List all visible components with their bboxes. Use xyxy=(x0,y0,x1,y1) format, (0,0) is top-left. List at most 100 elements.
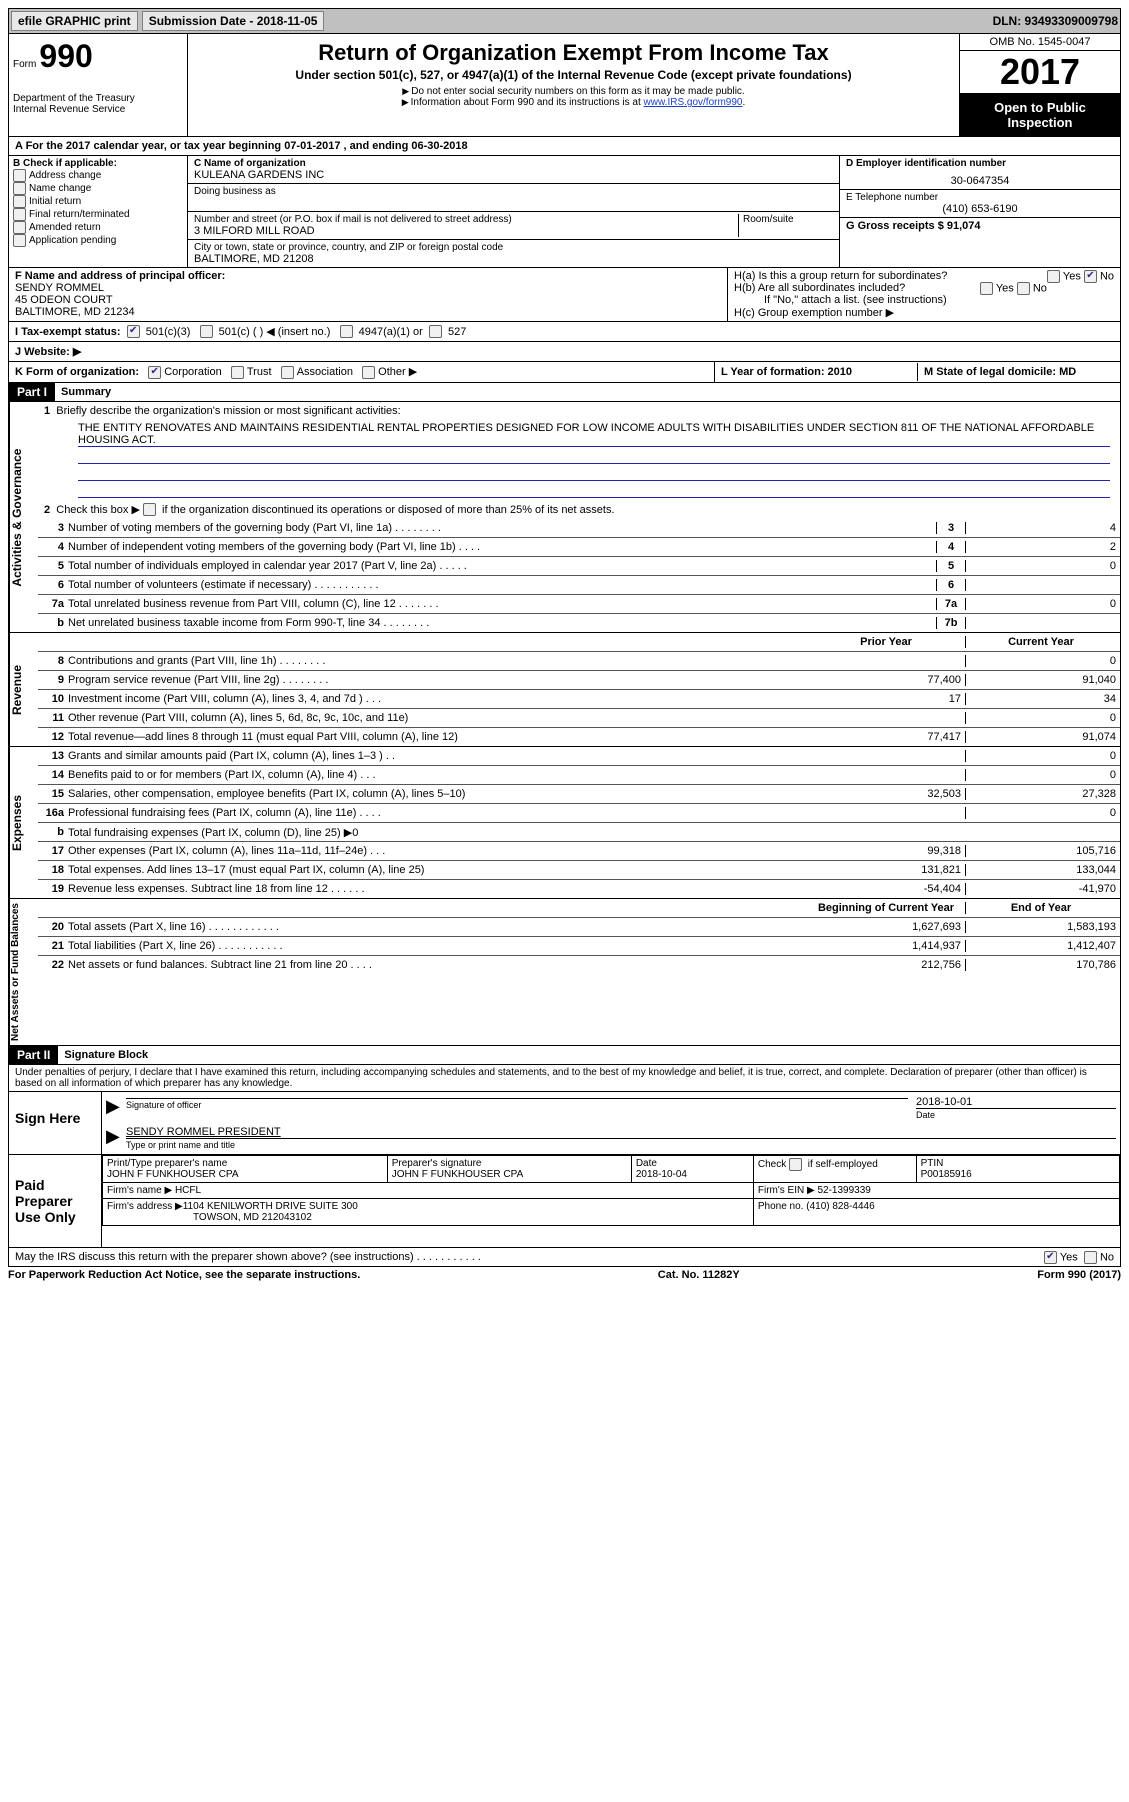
501c-checkbox[interactable] xyxy=(200,325,213,338)
option-checkbox[interactable] xyxy=(13,169,26,182)
form-header: Form 990 Department of the Treasury Inte… xyxy=(8,34,1121,137)
ha-yes-checkbox[interactable] xyxy=(1047,270,1060,283)
tax-year: 2017 xyxy=(960,51,1120,94)
irs-no-checkbox[interactable] xyxy=(1084,1251,1097,1264)
sign-date: 2018-10-01 xyxy=(916,1096,1116,1108)
org-name: KULEANA GARDENS INC xyxy=(194,169,833,181)
line-1-label: Briefly describe the organization's miss… xyxy=(56,405,400,417)
ha-no-checkbox[interactable] xyxy=(1084,270,1097,283)
irs-link[interactable]: www.IRS.gov/form990 xyxy=(644,97,743,108)
501c3-checkbox[interactable] xyxy=(127,325,140,338)
summary-line: 13Grants and similar amounts paid (Part … xyxy=(38,747,1120,766)
firm-addr-label: Firm's address ▶ xyxy=(107,1201,183,1212)
firm-phone: (410) 828-4446 xyxy=(806,1201,874,1212)
check-option: Name change xyxy=(13,182,183,195)
option-checkbox[interactable] xyxy=(13,234,26,247)
option-checkbox[interactable] xyxy=(13,208,26,221)
hb-note: If "No," attach a list. (see instruction… xyxy=(734,294,1114,306)
line-2-text: Check this box ▶ if the organization dis… xyxy=(56,504,614,516)
efile-print-button[interactable]: efile GRAPHIC print xyxy=(11,11,138,31)
officer-label: F Name and address of principal officer: xyxy=(15,270,225,282)
irs-yes-checkbox[interactable] xyxy=(1044,1251,1057,1264)
prep-sig: JOHN F FUNKHOUSER CPA xyxy=(392,1169,627,1180)
paperwork-notice: For Paperwork Reduction Act Notice, see … xyxy=(8,1269,360,1281)
paid-preparer-block: Paid Preparer Use Only Print/Type prepar… xyxy=(8,1155,1121,1248)
org-name-label: C Name of organization xyxy=(194,158,306,169)
corp-checkbox[interactable] xyxy=(148,366,161,379)
page-footer: For Paperwork Reduction Act Notice, see … xyxy=(8,1269,1121,1281)
self-employed-checkbox[interactable] xyxy=(789,1158,802,1171)
check-option: Initial return xyxy=(13,195,183,208)
prior-year-header: Prior Year xyxy=(811,636,965,648)
check-option: Address change xyxy=(13,169,183,182)
street-address: 3 MILFORD MILL ROAD xyxy=(194,225,738,237)
form-number: 990 xyxy=(39,38,92,74)
info-block-fh: F Name and address of principal officer:… xyxy=(8,268,1121,322)
ha-question: H(a) Is this a group return for subordin… xyxy=(734,270,1114,282)
state-domicile: M State of legal domicile: MD xyxy=(918,363,1120,381)
sign-here-label: Sign Here xyxy=(9,1092,102,1154)
other-checkbox[interactable] xyxy=(362,366,375,379)
trust-checkbox[interactable] xyxy=(231,366,244,379)
assoc-checkbox[interactable] xyxy=(281,366,294,379)
irs-discuss-row: May the IRS discuss this return with the… xyxy=(8,1248,1121,1267)
summary-line: 11Other revenue (Part VIII, column (A), … xyxy=(38,709,1120,728)
check-option: Application pending xyxy=(13,234,183,247)
prep-sig-label: Preparer's signature xyxy=(392,1158,627,1169)
summary-line: bNet unrelated business taxable income f… xyxy=(38,614,1120,632)
form-subtitle: Under section 501(c), 527, or 4947(a)(1)… xyxy=(196,68,951,82)
summary-line: 12Total revenue—add lines 8 through 11 (… xyxy=(38,728,1120,746)
net-assets-section: Net Assets or Fund Balances Beginning of… xyxy=(8,899,1121,1046)
phone-value: (410) 653-6190 xyxy=(846,203,1114,215)
treasury-dept: Department of the Treasury Internal Reve… xyxy=(13,93,183,115)
firm-name: HCFL xyxy=(175,1185,201,1196)
mission-text: THE ENTITY RENOVATES AND MAINTAINS RESID… xyxy=(78,422,1110,447)
summary-line: 18Total expenses. Add lines 13–17 (must … xyxy=(38,861,1120,880)
form-title: Return of Organization Exempt From Incom… xyxy=(196,40,951,66)
top-bar: efile GRAPHIC print Submission Date - 20… xyxy=(8,8,1121,34)
prep-date: 2018-10-04 xyxy=(636,1169,749,1180)
instruction-2: Information about Form 990 and its instr… xyxy=(196,97,951,108)
summary-line: 8Contributions and grants (Part VIII, li… xyxy=(38,652,1120,671)
dba-label: Doing business as xyxy=(194,186,833,197)
firm-ein-label: Firm's EIN ▶ xyxy=(758,1185,815,1196)
officer-addr1: 45 ODEON COURT xyxy=(15,294,721,306)
hb-no-checkbox[interactable] xyxy=(1017,282,1030,295)
omb-number: OMB No. 1545-0047 xyxy=(960,34,1120,51)
summary-line: 9Program service revenue (Part VIII, lin… xyxy=(38,671,1120,690)
hb-yes-checkbox[interactable] xyxy=(980,282,993,295)
revenue-section: Revenue Prior Year Current Year 8Contrib… xyxy=(8,633,1121,747)
summary-line: 10Investment income (Part VIII, column (… xyxy=(38,690,1120,709)
summary-line: 16aProfessional fundraising fees (Part I… xyxy=(38,804,1120,823)
name-title-label: Type or print name and title xyxy=(126,1138,1116,1150)
check-option: Amended return xyxy=(13,221,183,234)
hc-group-exemption: H(c) Group exemption number ▶ xyxy=(734,306,1114,319)
check-option: Final return/terminated xyxy=(13,208,183,221)
dln-label: DLN: 93493309009798 xyxy=(993,14,1118,28)
4947-checkbox[interactable] xyxy=(340,325,353,338)
527-checkbox[interactable] xyxy=(429,325,442,338)
open-public-badge: Open to PublicInspection xyxy=(960,94,1120,136)
option-checkbox[interactable] xyxy=(13,182,26,195)
prep-name-label: Print/Type preparer's name xyxy=(107,1158,383,1169)
summary-line: 19Revenue less expenses. Subtract line 1… xyxy=(38,880,1120,898)
phone-label: E Telephone number xyxy=(846,192,1114,203)
firm-addr2: TOWSON, MD 212043102 xyxy=(107,1212,312,1223)
street-label: Number and street (or P.O. box if mail i… xyxy=(194,214,738,225)
firm-name-label: Firm's name ▶ xyxy=(107,1185,172,1196)
option-checkbox[interactable] xyxy=(13,221,26,234)
paid-preparer-label: Paid Preparer Use Only xyxy=(9,1155,102,1247)
self-employed-check: Check if self-employed xyxy=(753,1156,916,1183)
summary-line: 15Salaries, other compensation, employee… xyxy=(38,785,1120,804)
gross-receipts: G Gross receipts $ 91,074 xyxy=(846,220,1114,232)
side-tab-governance: Activities & Governance xyxy=(9,402,38,633)
submission-date-label: Submission Date - 2018-11-05 xyxy=(142,11,325,31)
firm-phone-label: Phone no. xyxy=(758,1201,804,1212)
end-year-header: End of Year xyxy=(965,902,1120,914)
row-j-website: J Website: ▶ xyxy=(8,342,1121,362)
option-checkbox[interactable] xyxy=(13,195,26,208)
line-2-checkbox[interactable] xyxy=(143,503,156,516)
mission-blank-2 xyxy=(78,466,1110,481)
officer-sig-line: Signature of officer xyxy=(126,1098,908,1110)
ptin-label: PTIN xyxy=(921,1158,1115,1169)
